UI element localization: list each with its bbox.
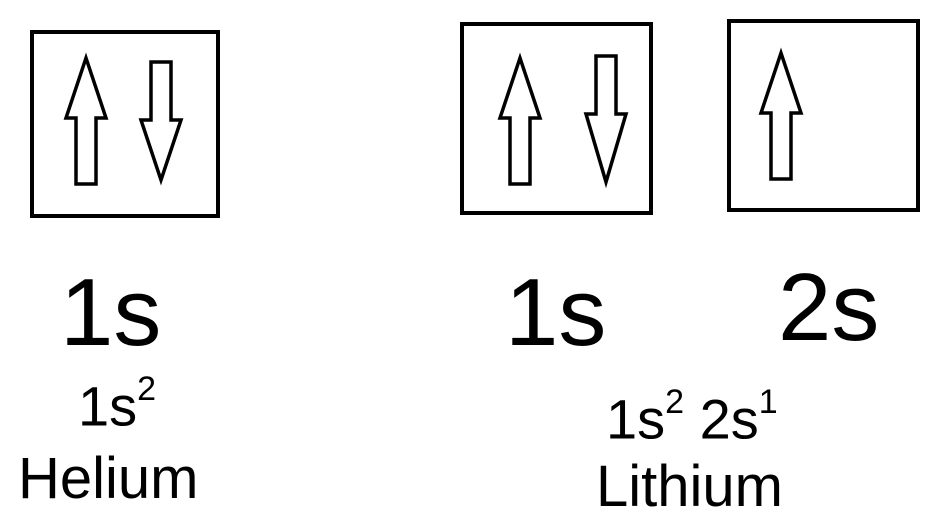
spin-up-arrow-icon [63, 52, 109, 186]
lithium-config-exponent-1: 2 [665, 383, 685, 421]
helium-element-name: Helium [18, 446, 199, 511]
spin-down-arrow-icon [138, 60, 184, 190]
lithium-1s-orbital-label: 1s [505, 259, 607, 366]
lithium-2s-orbital-label: 2s [778, 254, 880, 361]
helium-1s-orbital-box [30, 30, 220, 218]
lithium-electron-configuration: 1s2 2s1 [606, 385, 778, 448]
lithium-config-term-2: 2s [699, 387, 759, 451]
lithium-element-name: Lithium [596, 454, 783, 519]
helium-config-exponent: 2 [137, 370, 157, 408]
helium-electron-configuration: 1s2 [78, 372, 156, 435]
lithium-config-term-1: 1s [606, 387, 666, 451]
helium-orbital-label: 1s [60, 259, 162, 366]
spin-down-arrow-icon [583, 54, 629, 189]
lithium-config-exponent-2: 1 [758, 383, 778, 421]
lithium-1s-orbital-box [460, 22, 653, 215]
spin-up-arrow-icon [497, 52, 543, 186]
lithium-2s-orbital-box [727, 19, 920, 212]
spin-up-arrow-icon [758, 47, 804, 181]
helium-config-term: 1s [78, 374, 138, 438]
